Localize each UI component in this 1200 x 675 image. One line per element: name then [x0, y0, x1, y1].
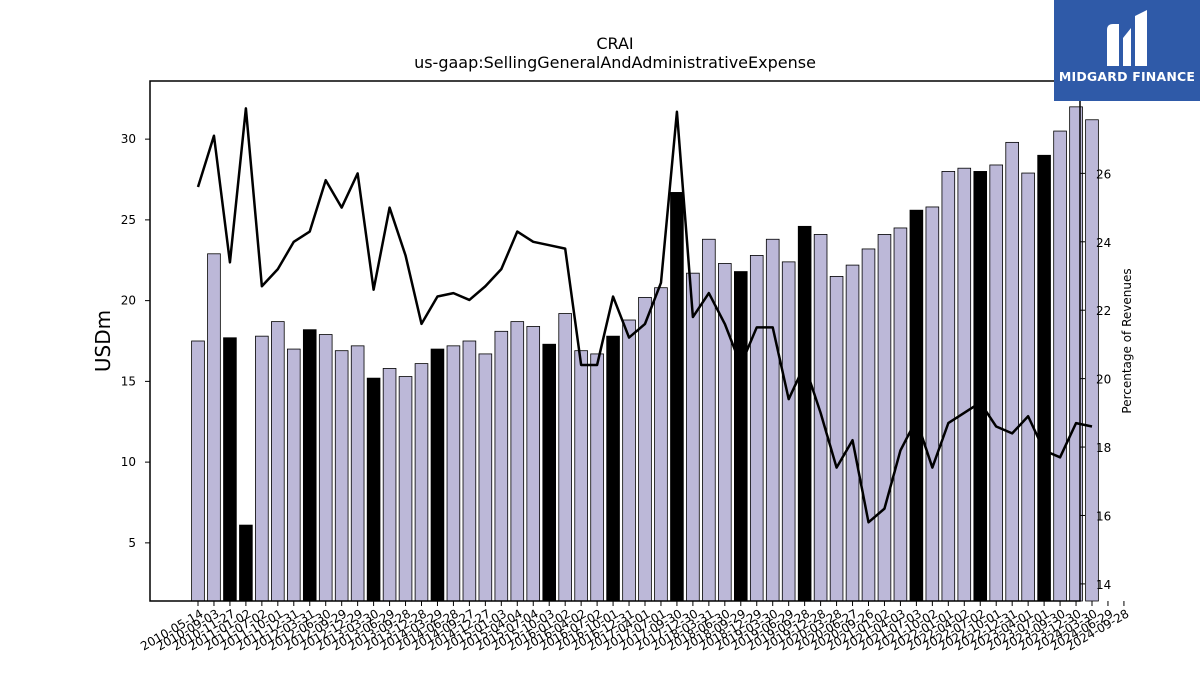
y2-tick-label-5: 24 — [1096, 236, 1111, 250]
bar-54 — [1053, 130, 1067, 602]
bar-51 — [1005, 141, 1019, 602]
bar-40 — [829, 275, 844, 602]
bar-56 — [1085, 119, 1099, 602]
bar-0 — [191, 340, 205, 602]
bar-49 — [973, 171, 988, 602]
bar-41 — [845, 264, 860, 602]
bar-7 — [302, 329, 317, 602]
bar-27 — [622, 319, 636, 602]
bar-17 — [462, 340, 477, 602]
bar-25 — [590, 353, 604, 602]
y2-tick-label-3: 20 — [1096, 373, 1111, 387]
bar-28 — [638, 296, 652, 602]
y-axis-label: USDm — [91, 310, 115, 372]
bar-29 — [654, 287, 668, 602]
bar-13 — [398, 376, 413, 602]
bar-16 — [446, 345, 461, 602]
bar-2 — [223, 337, 237, 602]
bar-36 — [765, 238, 780, 602]
bar-10 — [350, 345, 365, 602]
bar-4 — [255, 335, 269, 602]
bar-38 — [797, 225, 812, 602]
line-group — [196, 107, 1093, 524]
midgard-finance-logo: MIDGARD FINANCE — [1054, 0, 1200, 101]
chart-title: CRAI — [596, 34, 633, 53]
bar-52 — [1021, 172, 1035, 602]
midgard-logo-icon — [1107, 10, 1147, 66]
bar-31 — [686, 272, 700, 602]
bar-6 — [286, 348, 301, 602]
bar-8 — [318, 334, 333, 602]
y2-tick-label-4: 22 — [1096, 304, 1111, 318]
bar-39 — [813, 234, 828, 602]
bar-30 — [670, 192, 684, 602]
y2-tick-label-1: 16 — [1096, 509, 1111, 523]
bar-37 — [781, 261, 796, 602]
bar-47 — [941, 171, 956, 602]
pct-revenue-line — [196, 107, 1093, 524]
bar-34 — [734, 271, 748, 602]
bar-48 — [957, 167, 972, 602]
y-tick-label-2: 15 — [121, 374, 136, 388]
axes-group: 51015202530141618202224262010-05-142010-… — [121, 80, 1131, 653]
y-tick-label-4: 25 — [121, 213, 136, 227]
y-tick-label-3: 20 — [121, 294, 136, 308]
y2-tick-label-2: 18 — [1096, 441, 1111, 455]
bar-44 — [893, 227, 908, 602]
bar-43 — [877, 234, 892, 602]
bar-26 — [606, 335, 620, 602]
bar-19 — [494, 330, 509, 602]
bar-50 — [989, 164, 1004, 602]
bar-53 — [1037, 154, 1051, 602]
bar-14 — [414, 363, 429, 602]
bar-1 — [207, 253, 221, 602]
bar-20 — [510, 321, 525, 602]
bar-15 — [430, 348, 445, 602]
bar-18 — [478, 353, 493, 602]
bar-22 — [542, 343, 557, 602]
bar-3 — [239, 524, 253, 602]
bar-11 — [366, 377, 381, 602]
y-tick-label-5: 30 — [121, 132, 136, 146]
bar-5 — [271, 321, 285, 602]
logo-text: MIDGARD FINANCE — [1058, 69, 1196, 84]
bar-12 — [382, 368, 397, 602]
y2-tick-label-0: 14 — [1096, 578, 1111, 592]
bar-24 — [574, 350, 588, 602]
chart-subtitle: us-gaap:SellingGeneralAndAdministrativeE… — [414, 53, 816, 72]
bar-21 — [526, 326, 541, 602]
y2-tick-label-6: 26 — [1096, 167, 1111, 181]
y-tick-label-1: 10 — [121, 455, 136, 469]
bar-46 — [925, 206, 940, 602]
y2-axis-label: Percentage of Revenues — [1120, 268, 1134, 413]
bar-9 — [334, 350, 349, 602]
plot-frame — [149, 80, 1081, 602]
y-tick-label-0: 5 — [128, 536, 136, 550]
bar-35 — [749, 255, 764, 602]
bars-group — [191, 106, 1099, 602]
bar-45 — [909, 209, 924, 602]
bar-23 — [558, 313, 572, 602]
bar-42 — [861, 248, 876, 602]
